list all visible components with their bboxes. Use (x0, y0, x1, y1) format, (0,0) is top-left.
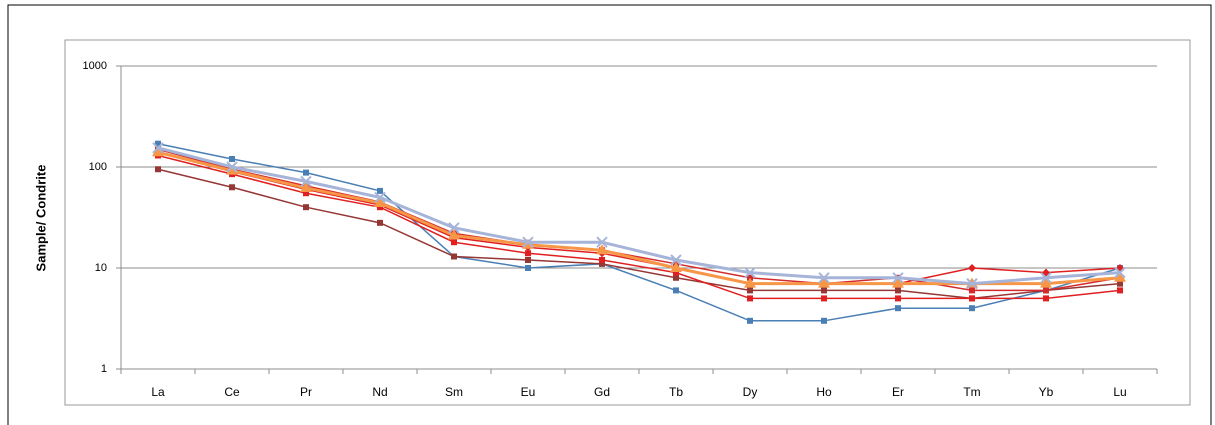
marker (673, 274, 679, 281)
marker (969, 295, 975, 302)
series-line (157, 154, 1121, 300)
marker (818, 277, 830, 288)
marker (303, 204, 309, 211)
marker (374, 197, 386, 208)
marker (226, 161, 238, 173)
marker (670, 262, 682, 272)
x-tick-label: La (151, 385, 165, 399)
marker (892, 272, 904, 284)
marker (747, 287, 753, 294)
marker (966, 277, 978, 290)
marker (155, 140, 161, 147)
marker (895, 287, 901, 294)
marker (747, 295, 753, 302)
marker (525, 257, 531, 264)
marker (448, 229, 460, 240)
marker (596, 244, 608, 255)
marker (303, 169, 309, 176)
marker (155, 166, 161, 173)
marker (229, 156, 235, 163)
x-tick-label: Pr (300, 385, 312, 399)
x-tick-label: Ce (224, 385, 240, 399)
marker (596, 236, 608, 248)
marker (1043, 295, 1049, 302)
marker (821, 287, 827, 294)
marker (673, 269, 679, 276)
series-line (157, 146, 1121, 286)
marker (968, 264, 976, 272)
y-tick-label: 10 (95, 262, 107, 274)
marker (451, 239, 457, 246)
x-tick-label: Dy (743, 385, 758, 399)
marker (670, 254, 682, 266)
series-line (157, 148, 1121, 292)
marker (673, 287, 679, 294)
marker (821, 295, 827, 302)
y-axis-label: Sample/ Condrite (33, 165, 48, 272)
x-tick-label: Eu (521, 385, 536, 399)
marker (152, 146, 164, 157)
y-tick-label: 1 (101, 363, 107, 375)
marker (1114, 266, 1126, 279)
marker (744, 277, 756, 288)
x-tick-label: Tm (963, 385, 980, 399)
marker (226, 164, 238, 175)
marker (818, 272, 830, 284)
marker (969, 305, 975, 312)
series-line (157, 142, 1121, 322)
marker (525, 265, 531, 271)
marker (377, 187, 383, 194)
x-tick-label: Ho (816, 385, 832, 399)
x-tick-label: Gd (594, 385, 610, 399)
marker (969, 287, 975, 294)
marker (522, 236, 534, 248)
marker (1040, 277, 1052, 288)
marker (599, 260, 605, 267)
marker (744, 266, 756, 279)
marker (1117, 280, 1123, 287)
marker (1114, 271, 1126, 282)
marker (821, 317, 827, 324)
y-tick-label: 100 (89, 161, 107, 173)
marker (892, 277, 904, 288)
marker (1043, 287, 1049, 294)
x-tick-label: Sm (445, 385, 463, 399)
outer-frame (7, 4, 1212, 425)
marker (1117, 287, 1123, 294)
chart-frame (64, 39, 1191, 406)
marker (152, 142, 164, 154)
marker (895, 305, 901, 312)
x-tick-label: Nd (372, 385, 387, 399)
marker (1040, 272, 1052, 284)
marker (448, 222, 460, 234)
x-tick-label: Lu (1113, 385, 1126, 399)
series-line (157, 168, 1121, 300)
y-tick-label: 1000 (83, 60, 107, 72)
marker (895, 295, 901, 302)
x-tick-label: Tb (669, 385, 683, 399)
marker (229, 184, 235, 191)
marker (599, 257, 605, 264)
marker (374, 191, 386, 204)
marker (377, 219, 383, 226)
marker (525, 250, 531, 257)
marker (747, 317, 753, 324)
marker (300, 175, 312, 188)
marker (300, 181, 312, 192)
x-tick-label: Er (892, 385, 904, 399)
x-tick-label: Yb (1039, 385, 1054, 399)
marker (451, 253, 457, 260)
